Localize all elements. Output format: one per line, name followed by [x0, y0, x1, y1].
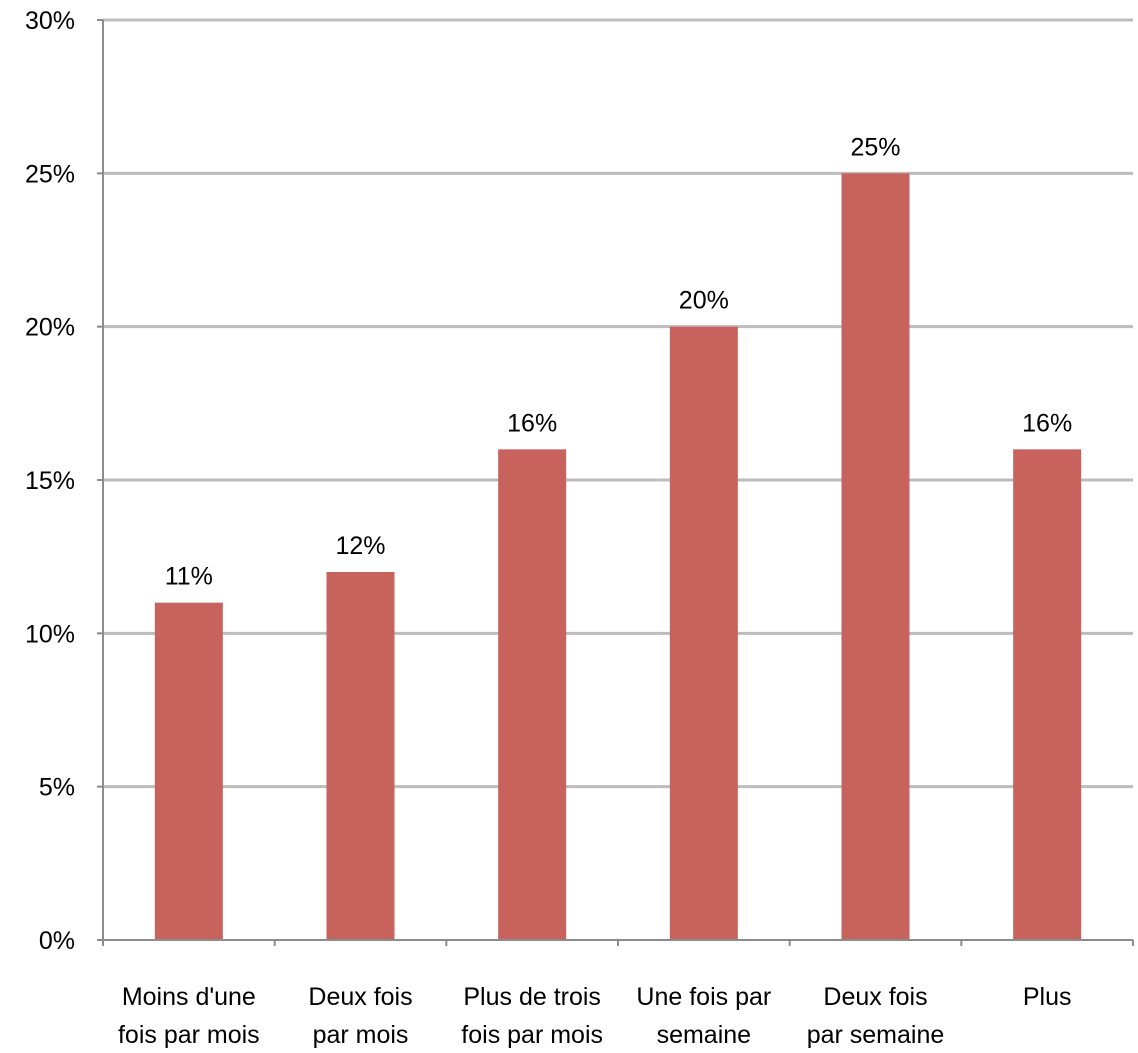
x-category-label: Deux fois [823, 983, 927, 1011]
y-tick-label: 0% [39, 927, 75, 955]
data-label: 11% [165, 563, 213, 591]
y-tick-label: 30% [25, 7, 75, 35]
x-category-label: Moins d'une [122, 983, 256, 1011]
x-category-label: fois par mois [461, 1021, 603, 1049]
label-layer: 0% 5% 10% 15% 20% 25% 30% 11% Moins d'une fois pa… [25, 7, 1072, 1049]
x-category-label: semaine [657, 1021, 752, 1049]
x-category-label: Une fois par [636, 983, 771, 1011]
bar [326, 572, 395, 940]
y-tick-label: 25% [25, 160, 75, 188]
bar-layer [154, 173, 1082, 941]
x-category-label: fois par mois [118, 1021, 260, 1049]
bar [669, 326, 738, 941]
y-tick-label: 15% [25, 467, 75, 495]
data-label: 20% [679, 287, 729, 315]
x-category-label: Plus [1023, 983, 1072, 1011]
bar [154, 602, 223, 940]
x-category-label: Deux fois [308, 983, 412, 1011]
bar [841, 173, 910, 941]
y-tick-label: 5% [39, 774, 75, 802]
data-label: 12% [335, 532, 385, 560]
x-category-label: par mois [313, 1021, 409, 1049]
x-category-label: par semaine [807, 1021, 945, 1049]
bar [1013, 449, 1082, 940]
y-tick-label: 20% [25, 314, 75, 342]
y-tick-label: 10% [25, 620, 75, 648]
data-label: 25% [850, 133, 900, 161]
grid-layer [103, 18, 1133, 789]
x-category-label: Plus de trois [463, 983, 601, 1011]
data-label: 16% [507, 409, 557, 437]
bar [498, 449, 567, 940]
data-label: 16% [1022, 409, 1072, 437]
axis-layer [97, 19, 1134, 946]
